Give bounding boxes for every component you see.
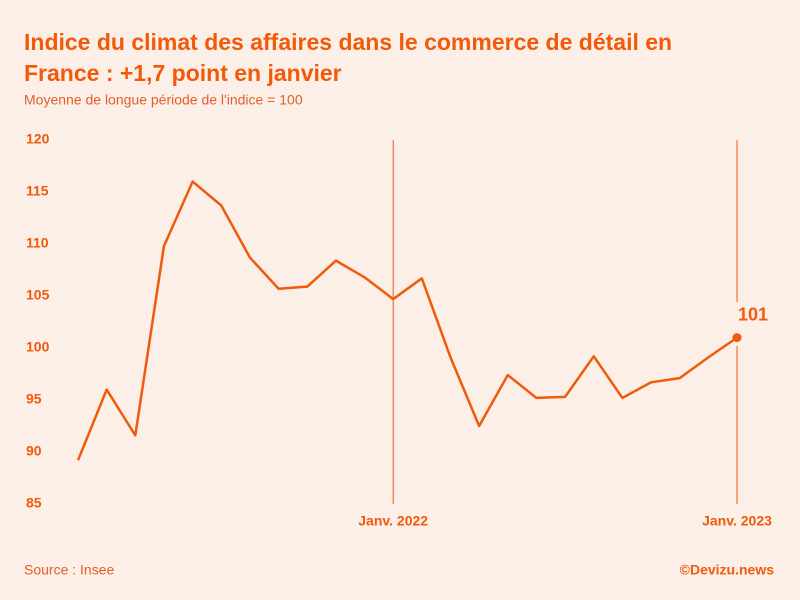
y-tick-label: 95 [26,391,42,407]
point [732,333,742,343]
chart-title: France : +1,7 point en janvier [24,60,342,86]
y-tick-label: 120 [26,131,50,147]
credit: ©Devizu.news [680,562,775,578]
x-tick-label: Janv. 2022 [358,513,428,529]
y-tick-label: 90 [26,443,42,459]
value-label: 101 [738,304,768,324]
chart-title: Indice du climat des affaires dans le co… [24,29,672,55]
y-tick-label: 115 [26,183,49,199]
source: Source : Insee [24,562,114,578]
y-tick-label: 100 [26,339,50,355]
y-tick-label: 85 [26,495,42,511]
chart-subtitle: Moyenne de longue période de l'indice = … [24,92,303,108]
y-tick-label: 105 [26,287,50,303]
line [76,180,738,461]
x-tick-label: Janv. 2023 [702,513,772,529]
y-tick-label: 110 [26,235,49,251]
